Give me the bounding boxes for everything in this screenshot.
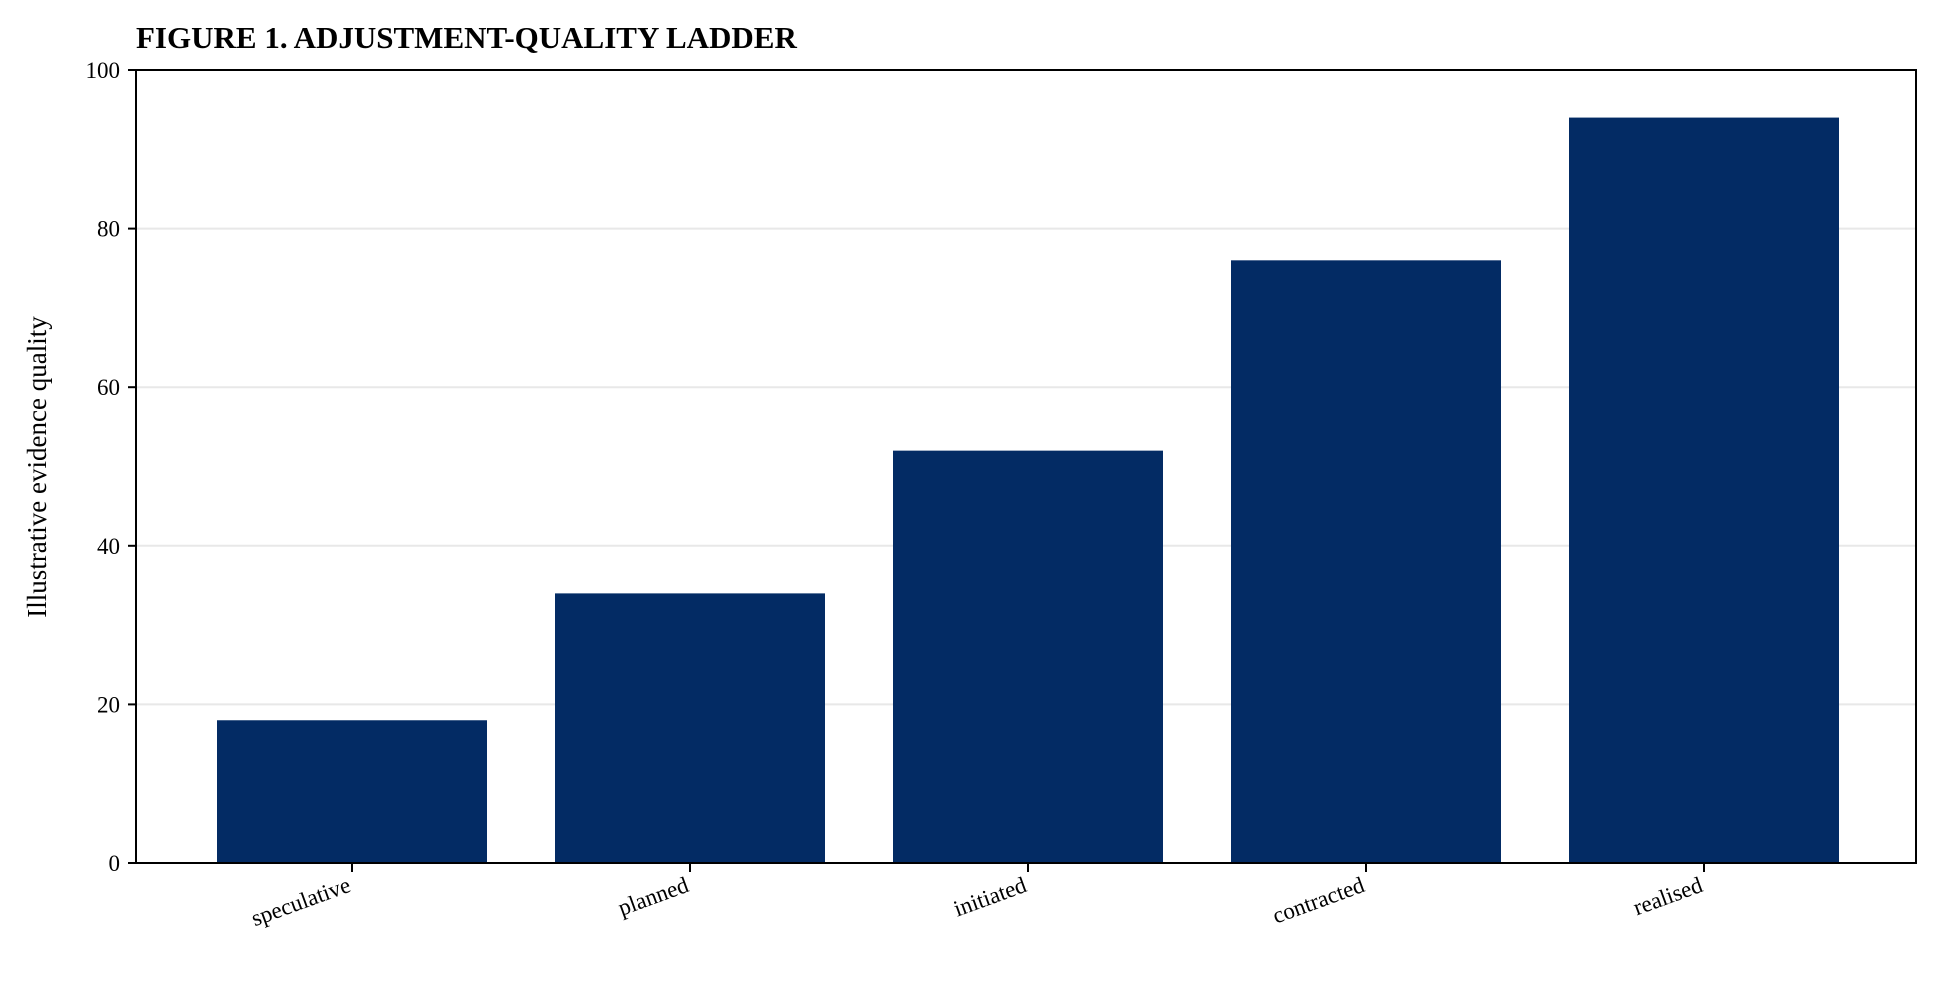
- bar-initiated: [893, 450, 1163, 863]
- y-tick-label: 100: [86, 58, 121, 83]
- y-axis-ticks: 0 20 40 60 80 100: [86, 58, 136, 876]
- y-tick-label: 20: [97, 692, 120, 717]
- bar-speculative: [217, 720, 487, 863]
- bars: [217, 117, 1839, 863]
- x-tick-label: contracted: [1269, 872, 1368, 928]
- bar-planned: [555, 593, 825, 863]
- x-tick-label: realised: [1630, 872, 1706, 920]
- y-axis-label: Illustrative evidence quality: [22, 316, 52, 618]
- y-tick-label: 0: [109, 851, 121, 876]
- x-axis-ticks: speculative planned initiated contracted rea…: [248, 863, 1706, 931]
- chart-title: FIGURE 1. ADJUSTMENT-QUALITY LADDER: [136, 20, 797, 55]
- plot-frame: [135, 69, 1917, 864]
- x-tick-label: planned: [615, 872, 692, 921]
- bar-realised: [1569, 117, 1839, 863]
- x-tick-label: speculative: [248, 872, 354, 931]
- y-tick-label: 40: [97, 534, 120, 559]
- x-tick-label: initiated: [950, 872, 1030, 921]
- bar-contracted: [1231, 260, 1501, 863]
- y-tick-label: 80: [97, 217, 120, 242]
- y-tick-label: 60: [97, 375, 120, 400]
